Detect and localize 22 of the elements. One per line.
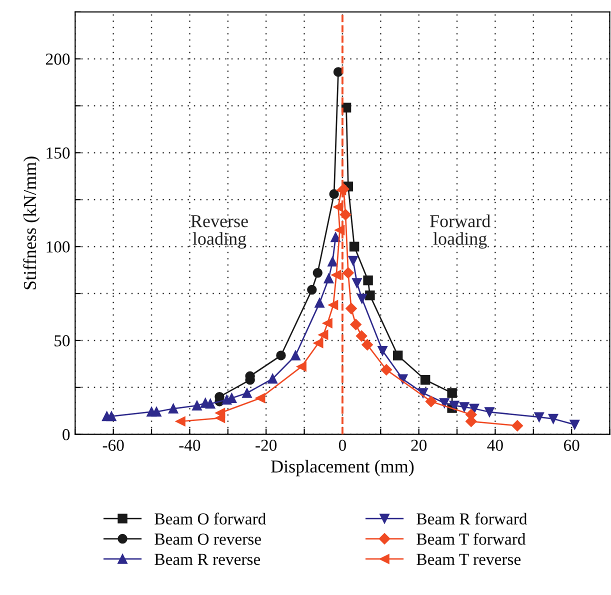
x-tick-label: 0 bbox=[338, 440, 346, 451]
x-tick-label: 20 bbox=[411, 440, 427, 451]
y-tick-label: 100 bbox=[46, 241, 70, 253]
x-tick-label: 40 bbox=[487, 440, 503, 451]
x-axis-title: Displacement (mm) bbox=[271, 460, 414, 476]
legend-label: Beam T forward bbox=[416, 532, 526, 545]
legend-label: Beam R forward bbox=[416, 512, 528, 525]
y-tick-label: 200 bbox=[46, 54, 70, 65]
annotation: Forward loading bbox=[430, 214, 490, 249]
y-tick-label: 50 bbox=[54, 335, 70, 346]
x-tick-label: -60 bbox=[102, 440, 124, 451]
legend-label: Beam T reverse bbox=[416, 554, 521, 565]
y-axis-title: Stiffness (kN/mm) bbox=[23, 156, 40, 290]
x-tick-label: 60 bbox=[564, 440, 580, 451]
x-tick-label: -40 bbox=[179, 440, 200, 451]
x-tick-label: -20 bbox=[256, 440, 277, 451]
legend-label: Beam R reverse bbox=[154, 554, 260, 565]
y-tick-label: 0 bbox=[62, 429, 70, 440]
y-tick-label: 150 bbox=[46, 147, 70, 159]
annotation: Reverse loading bbox=[190, 215, 248, 249]
legend-label: Beam O forward bbox=[154, 512, 266, 525]
legend-label: Beam O reverse bbox=[154, 534, 261, 545]
